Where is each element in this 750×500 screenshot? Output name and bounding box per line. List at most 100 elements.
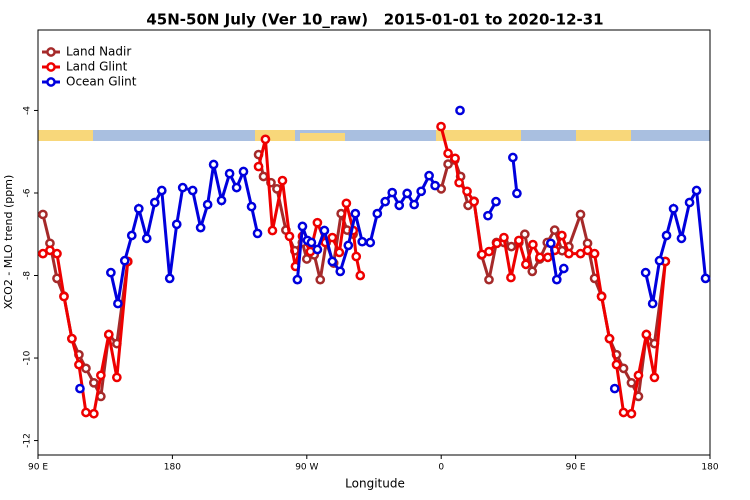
data-point [454,177,464,188]
data-point [618,363,629,374]
data-point [208,159,219,170]
data-point [462,186,472,197]
data-point [195,222,206,233]
data-point [306,237,317,248]
data-point [89,408,99,419]
data-point [387,187,398,198]
x-tick-label: 90 W [295,463,318,473]
data-point [535,252,545,263]
data-point [171,219,182,230]
y-tick-label: -6 [23,188,33,197]
data-point [231,182,242,193]
data-point [187,185,198,196]
data-point [557,230,567,241]
legend-label: Land Nadir [66,45,131,59]
data-point [253,161,264,172]
map-strip [38,130,710,141]
x-tick-label: 180 [701,463,718,473]
data-point [350,208,361,219]
data-point [335,266,346,277]
legend-marker [46,62,56,72]
data-point [327,256,338,267]
data-point [224,168,235,179]
data-point [528,239,538,250]
data-point [319,225,330,236]
legend-label: Land Glint [66,60,128,74]
data-point [640,267,651,278]
plot-frame [37,29,711,456]
data-point [443,148,453,159]
data-point [506,272,516,283]
data-point [589,248,600,259]
data-point [141,233,152,244]
data-point [483,210,493,221]
data-point [626,377,637,388]
data-point [506,241,517,252]
data-point [177,182,188,193]
data-point [527,266,538,277]
data-point [542,252,553,263]
data-point [661,230,672,241]
data-point [436,121,446,132]
data-point [284,231,295,242]
data-point [246,201,257,212]
data-point [252,228,263,239]
data-point [700,273,711,284]
data-point [202,199,213,210]
x-axis-label: Longitude [345,477,405,491]
data-point [126,230,137,241]
data-point [647,298,658,309]
data-point [372,208,383,219]
data-point [238,166,249,177]
data-point [512,188,522,199]
data-point [81,407,91,418]
data-point [260,134,271,145]
data-point [89,377,99,388]
y-tick-label: -8 [23,271,33,280]
data-point [341,198,352,209]
data-point [443,159,453,169]
data-point [38,209,48,220]
data-point [499,232,509,243]
data-point [654,255,665,266]
series-line [511,157,519,194]
data-point [59,291,69,302]
data-point [564,248,574,259]
data-point [351,251,362,262]
data-point [380,196,391,207]
data-point [96,370,106,381]
data-point [258,171,269,182]
data-point [626,408,637,419]
data-point [312,217,323,228]
x-tick-label: 90 E [28,463,48,473]
chart-title: 45N-50N July (Ver 10_raw) 2015-01-01 to … [146,11,603,29]
data-point [676,233,687,244]
y-tick-label: -10 [23,350,33,365]
data-point [133,203,144,214]
data-point [74,359,84,370]
y-tick-label: -4 [23,106,33,115]
series-line [439,126,667,416]
data-point [327,232,338,243]
data-point [297,221,308,232]
data-point [649,372,660,383]
data-point [549,225,560,235]
data-point [357,236,368,247]
legend-marker [46,47,56,57]
data-point [519,229,530,240]
data-point [365,237,376,248]
data-point [484,246,494,257]
data-point [424,170,434,181]
data-point [611,359,622,370]
data-point [301,254,312,264]
data-point [455,105,465,116]
data-point [484,274,494,285]
data-point [491,196,501,207]
data-point [514,235,524,246]
data-point [156,185,167,196]
data-point [691,185,702,196]
y-axis-label: XCO2 - MLO trend (ppm) [2,175,15,310]
data-point [551,274,562,285]
legend-label: Ocean Glint [66,75,137,89]
data-point [596,291,607,302]
